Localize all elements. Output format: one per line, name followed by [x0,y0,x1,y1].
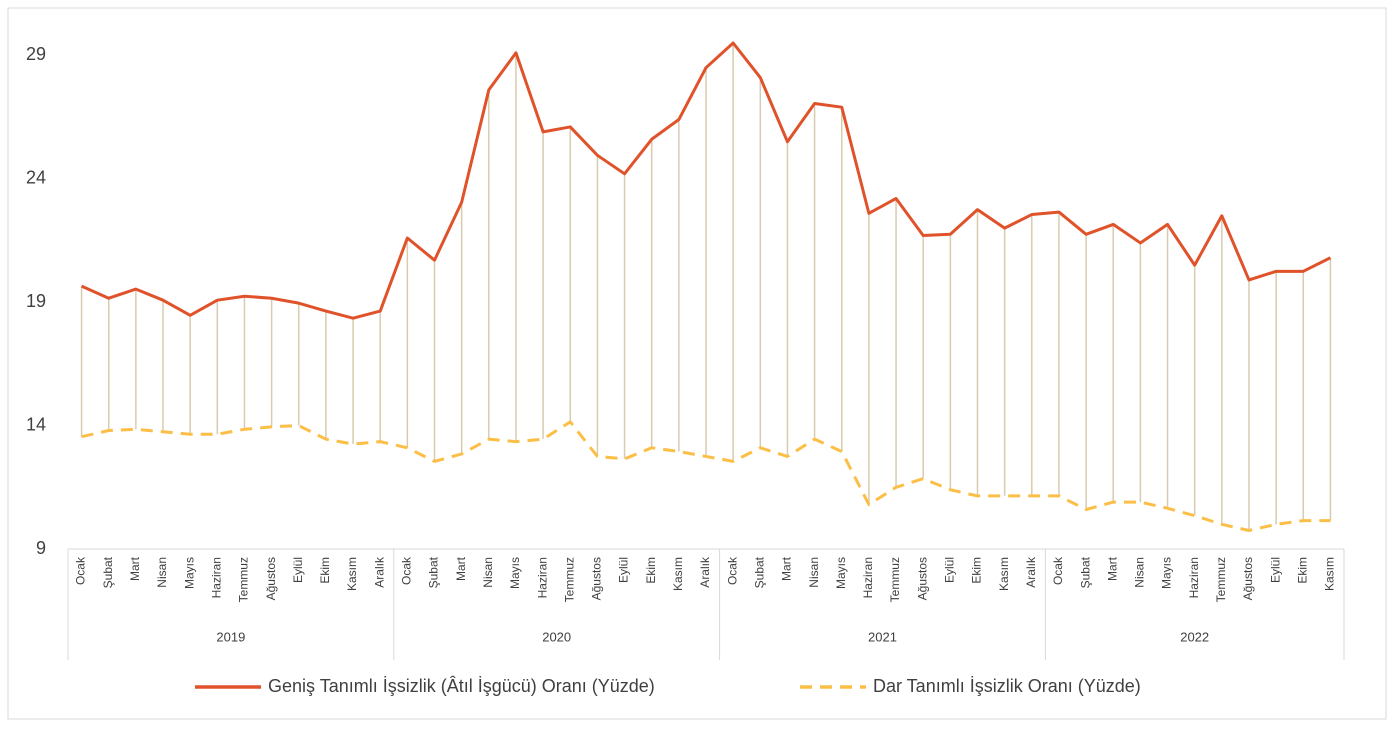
x-tick-label: Ağustos [264,557,278,600]
x-tick-label: Ocak [400,556,414,585]
x-tick-label: Ekim [644,557,658,584]
x-tick-label: Haziran [861,557,875,598]
x-tick-label: Haziran [535,557,549,598]
x-tick-label: Mayıs [182,557,196,589]
y-tick-label: 19 [26,291,46,311]
x-tick-label: Şubat [427,556,441,588]
x-tick-label: Kasım [997,557,1011,591]
x-tick-label: Ağustos [590,557,604,600]
x-tick-label: Mayıs [1160,557,1174,589]
x-tick-label: Mart [780,556,794,581]
series-line [81,420,1331,532]
x-tick-label: Şubat [752,556,766,588]
y-tick-label: 14 [26,414,46,434]
series-line [80,41,1332,320]
x-tick-label: Ekim [318,557,332,584]
x-tick-label: Kasım [345,557,359,591]
x-tick-label: Ağustos [1241,557,1255,600]
x-tick-label: Temmuz [1214,557,1228,602]
x-tick-label: Ocak [74,556,88,585]
x-tick-label: Eylül [943,557,957,583]
group-label: 2020 [542,629,571,644]
x-tick-label: Aralık [698,556,712,588]
chart-border [7,7,1387,720]
y-tick-label: 9 [36,538,46,558]
legend-label: Dar Tanımlı İşsizlik Oranı (Yüzde) [873,676,1141,696]
x-tick-label: Kasım [671,557,685,591]
x-tick-label: Temmuz [888,557,902,602]
x-tick-label: Mart [1105,556,1119,581]
x-tick-label: Nisan [1133,557,1147,588]
group-label: 2022 [1180,629,1209,644]
x-tick-label: Ekim [1295,557,1309,584]
x-tick-label: Aralık [1024,556,1038,588]
x-tick-label: Ekim [970,557,984,584]
x-tick-label: Temmuz [562,557,576,602]
x-tick-label: Eylül [291,557,305,583]
x-tick-label: Mart [128,556,142,581]
x-tick-label: Mart [454,556,468,581]
x-tick-label: Şubat [1078,556,1092,588]
x-tick-label: Nisan [807,557,821,588]
x-tick-label: Haziran [209,557,223,598]
x-tick-label: Temmuz [237,557,251,602]
x-tick-label: Kasım [1323,557,1337,591]
x-tick-label: Ocak [1051,556,1065,585]
x-tick-label: Haziran [1187,557,1201,598]
legend-label: Geniş Tanımlı İşsizlik (Âtıl İşgücü) Ora… [268,676,655,696]
x-tick-label: Şubat [101,556,115,588]
x-tick-label: Ağustos [915,557,929,600]
x-tick-label: Mayıs [508,557,522,589]
x-tick-label: Eylül [1268,557,1282,583]
y-tick-label: 29 [26,44,46,64]
group-label: 2019 [216,629,245,644]
x-tick-label: Nisan [481,557,495,588]
x-tick-label: Mayıs [834,557,848,589]
x-tick-label: Eylül [617,557,631,583]
y-tick-label: 24 [26,168,46,188]
x-tick-label: Nisan [155,557,169,588]
group-label: 2021 [868,629,897,644]
x-tick-label: Aralık [372,556,386,588]
x-tick-label: Ocak [725,556,739,585]
